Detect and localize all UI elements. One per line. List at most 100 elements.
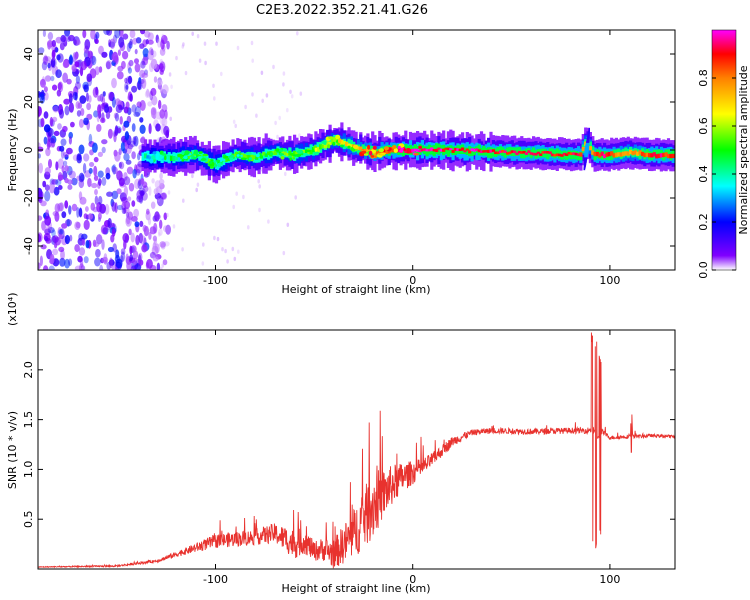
signal-cell <box>342 141 346 145</box>
noise-blob <box>116 71 124 80</box>
signal-cell <box>472 148 476 152</box>
noise-blob <box>123 120 130 128</box>
signal-cell <box>252 155 256 159</box>
spectrogram-xlabel: Height of straight line (km) <box>281 283 430 296</box>
noise-blob <box>52 235 59 244</box>
signal-cell <box>581 146 585 152</box>
noise-blob <box>147 39 154 45</box>
signal-cell <box>477 149 481 153</box>
noise-blob <box>159 172 163 180</box>
signal-cell <box>621 151 626 156</box>
signal-cell <box>418 150 422 153</box>
noise-blob <box>87 213 94 220</box>
signal-cell <box>664 152 668 157</box>
colorbar: 0.0 0.2 0.4 0.6 0.8 Normalized spectral ampl… <box>697 29 750 279</box>
noise-blob <box>150 58 158 70</box>
signal-flare <box>585 143 590 146</box>
signal-blob <box>149 158 154 164</box>
signal-cell <box>574 152 578 156</box>
noise-blob <box>68 102 74 113</box>
noise-blob <box>64 200 69 209</box>
signal-flare <box>587 133 590 136</box>
signal-cell <box>569 152 574 156</box>
noise-blob <box>51 40 56 47</box>
noise-blob <box>73 52 79 61</box>
noise-blob <box>54 203 60 214</box>
noise-blob <box>47 227 55 234</box>
signal-cell <box>349 144 353 148</box>
signal-blob <box>259 152 262 158</box>
signal-cell <box>416 148 420 152</box>
noise-blob <box>74 244 80 253</box>
signal-cell <box>671 153 675 159</box>
signal-cell <box>458 148 462 151</box>
signal-flare <box>584 158 588 161</box>
signal-cell <box>255 156 259 160</box>
signal-cell <box>482 150 486 153</box>
x-tick-label: 0 <box>409 274 416 287</box>
signal-blob <box>151 155 156 160</box>
noise-blob <box>148 123 152 135</box>
signal-blob <box>238 150 241 153</box>
signal-cell <box>501 149 505 153</box>
signal-cell <box>600 151 604 156</box>
signal-cell <box>413 148 417 152</box>
signal-cell <box>577 151 581 161</box>
signal-blob <box>340 144 344 148</box>
signal-cell <box>219 161 223 165</box>
signal-flare <box>583 165 586 168</box>
noise-blob <box>105 172 111 180</box>
signal-flare <box>585 145 590 148</box>
noise-blob <box>112 166 118 175</box>
noise-blob <box>127 75 133 84</box>
noise-blob <box>158 63 164 70</box>
signal-cell <box>636 151 640 156</box>
noise-blob <box>44 91 49 101</box>
noise-blob <box>139 259 144 266</box>
noise-blob <box>71 65 77 72</box>
colorbar-label: Normalized spectral amplitude <box>737 65 750 234</box>
noise-blob <box>40 79 46 86</box>
noise-blob <box>116 188 122 195</box>
noise-blob <box>118 36 125 48</box>
noise-blob <box>43 136 48 145</box>
signal-cell <box>550 153 555 157</box>
noise-speck <box>255 113 258 118</box>
noise-blob <box>150 201 156 209</box>
noise-blob <box>139 124 146 134</box>
noise-blob <box>79 95 87 104</box>
signal-cell <box>534 153 538 156</box>
signal-cell <box>446 145 450 157</box>
signal-cell <box>285 153 290 157</box>
noise-blob <box>47 62 51 69</box>
signal-flare <box>584 146 590 149</box>
noise-blob <box>78 172 85 183</box>
noise-blob <box>161 117 168 127</box>
signal-cell <box>645 152 649 157</box>
noise-blob <box>160 192 168 200</box>
noise-blob <box>131 216 138 222</box>
signal-cell <box>238 152 242 158</box>
noise-speck <box>237 249 240 254</box>
noise-blob <box>138 187 146 196</box>
noise-speck <box>160 184 163 190</box>
noise-blob <box>48 265 55 270</box>
snr-ylabel: SNR (10 * v/v) <box>6 411 19 489</box>
noise-speck <box>213 96 216 101</box>
snr-content <box>38 332 675 569</box>
noise-blob <box>147 32 154 41</box>
signal-cell <box>470 147 474 156</box>
noise-blob <box>141 244 148 253</box>
noise-blob <box>119 30 124 38</box>
noise-blob <box>44 75 52 82</box>
signal-cell <box>267 151 271 156</box>
noise-speck <box>236 45 240 51</box>
noise-speck <box>184 70 188 76</box>
noise-speck <box>274 120 277 126</box>
noise-blob <box>132 257 138 266</box>
signal-blob <box>355 148 358 151</box>
noise-speck <box>258 184 262 189</box>
noise-blob <box>104 203 110 215</box>
noise-blob <box>96 234 103 245</box>
signal-cell <box>425 149 429 152</box>
